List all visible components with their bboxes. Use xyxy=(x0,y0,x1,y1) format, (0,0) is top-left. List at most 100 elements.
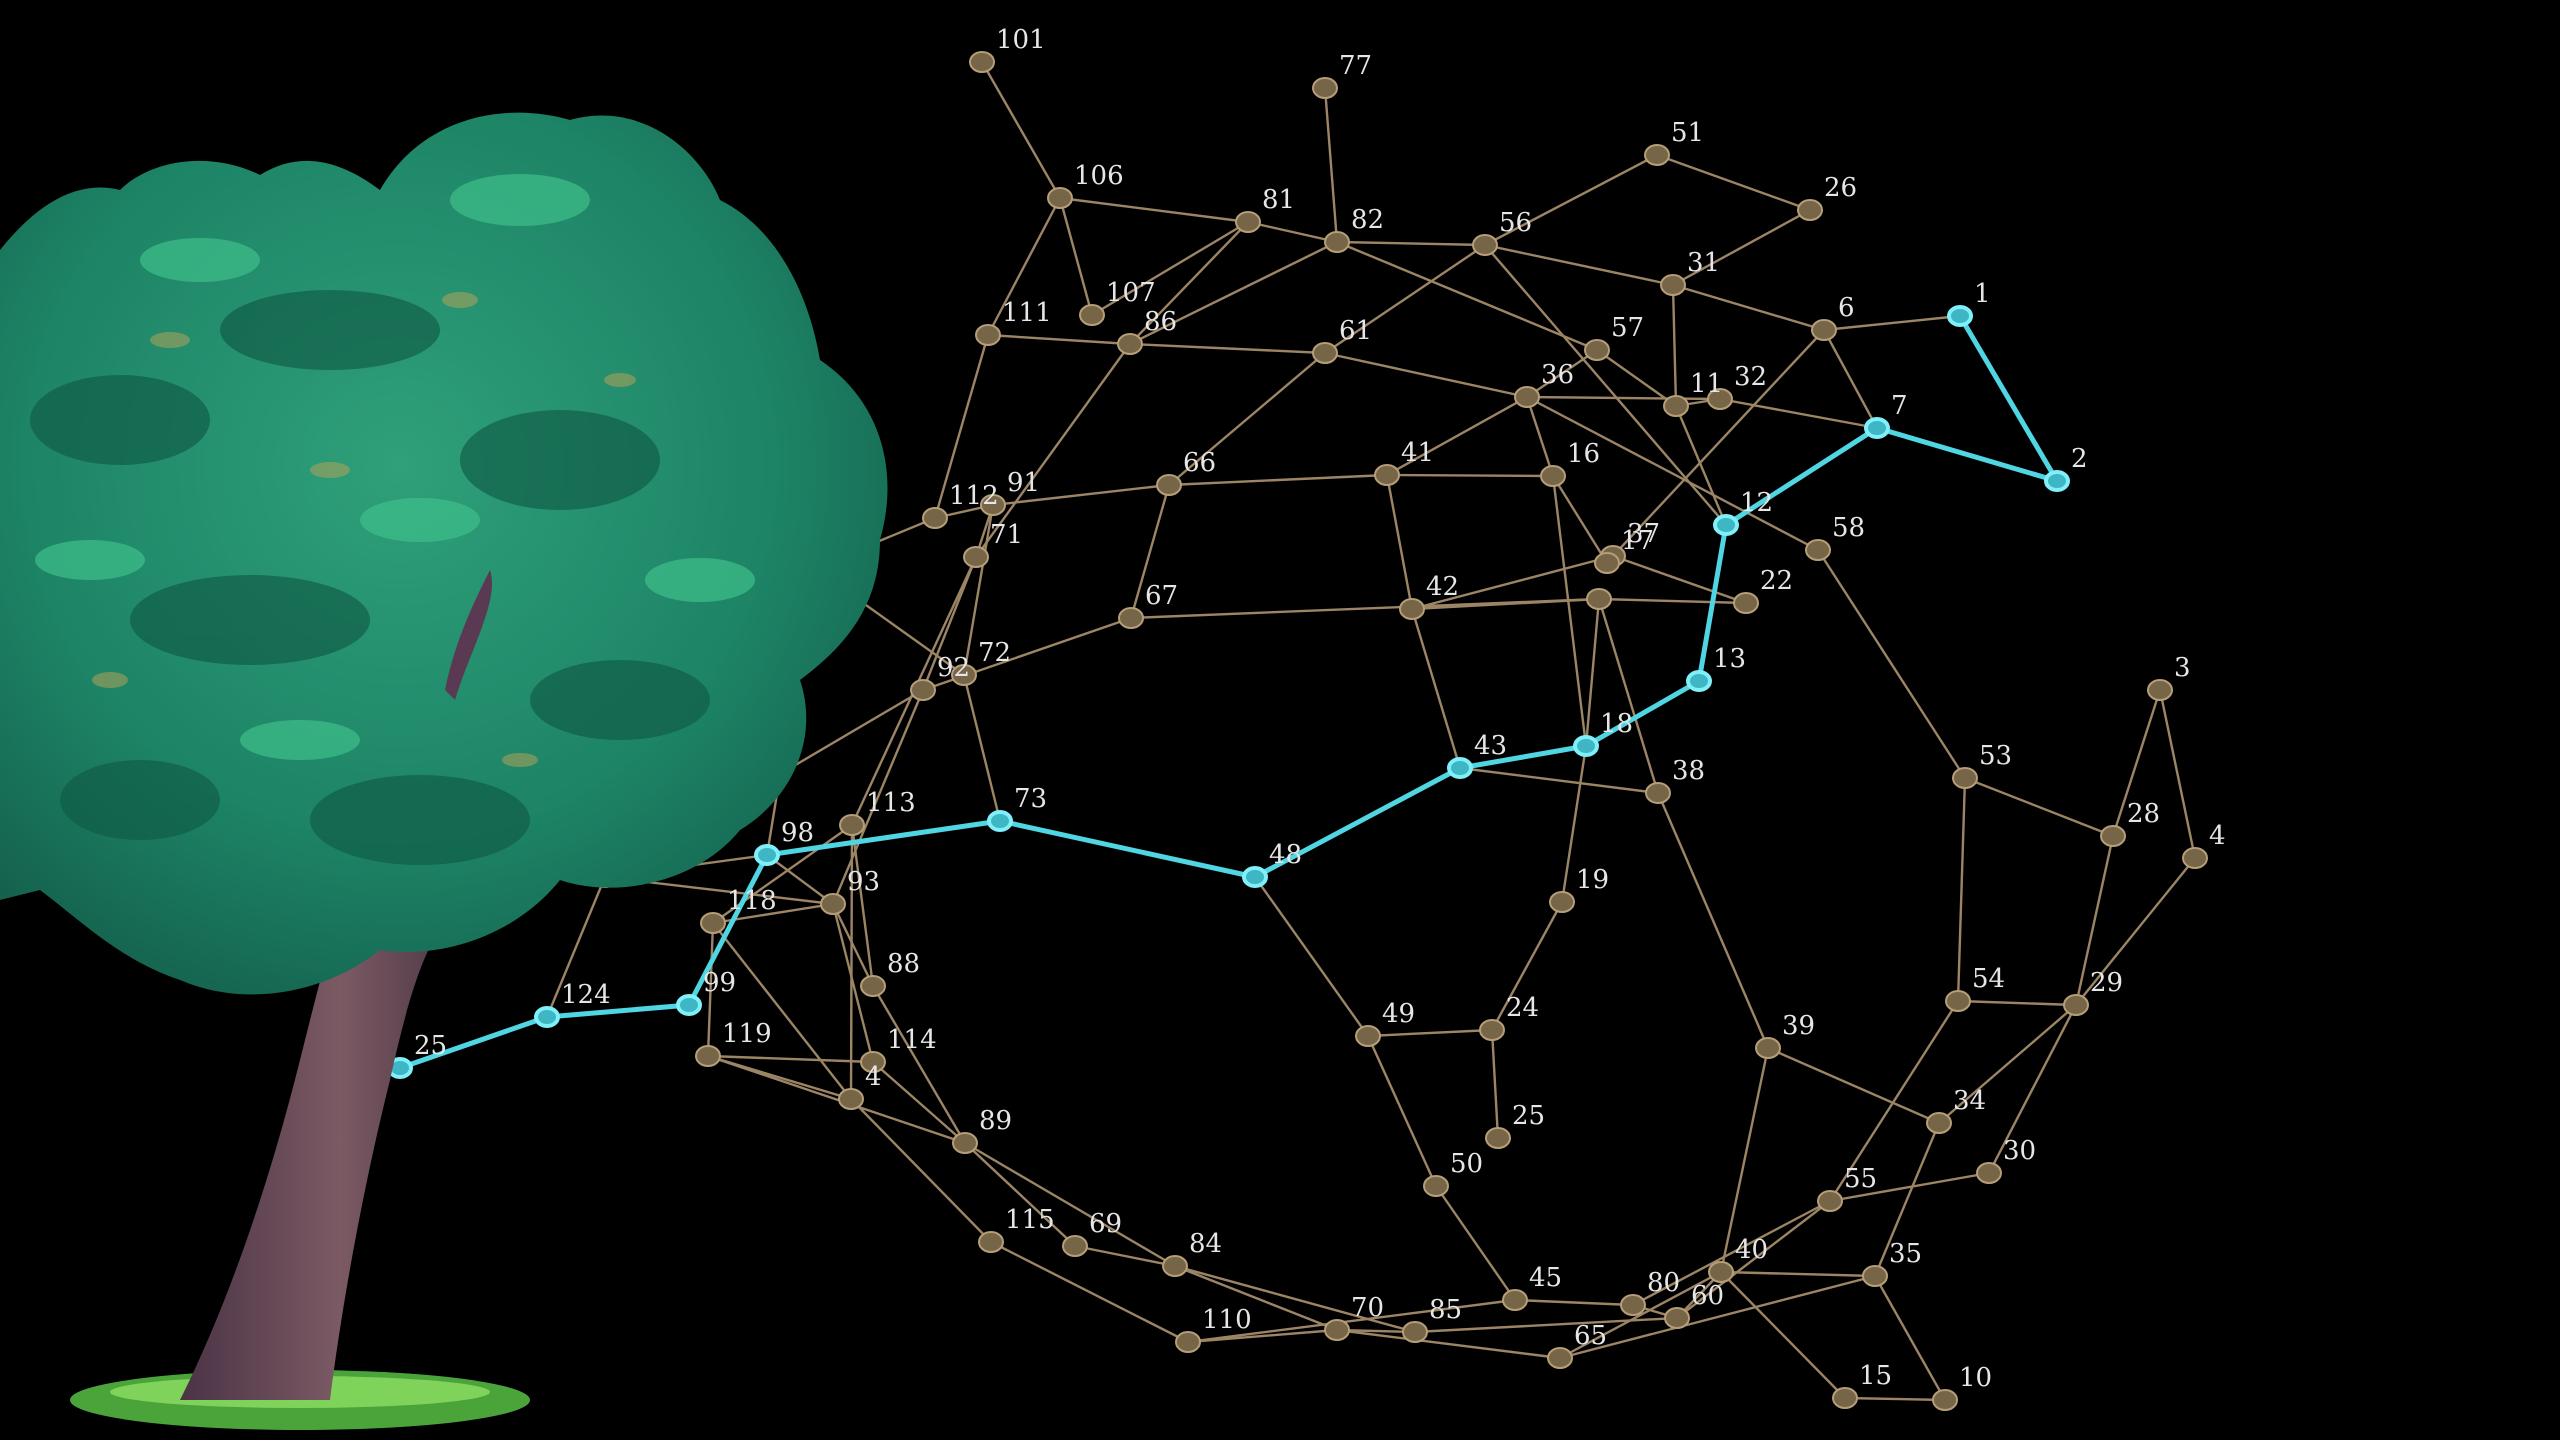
node-32[interactable] xyxy=(1707,388,1733,410)
edge-110-45 xyxy=(1187,1298,1516,1344)
node-71[interactable] xyxy=(963,546,989,568)
node-57[interactable] xyxy=(1584,339,1610,361)
node-49[interactable] xyxy=(1355,1025,1381,1047)
node-69[interactable] xyxy=(1062,1235,1088,1257)
node-54[interactable] xyxy=(1945,990,1971,1012)
node-111[interactable] xyxy=(975,324,1001,346)
node-60[interactable] xyxy=(1664,1307,1690,1329)
node-42[interactable] xyxy=(1399,598,1425,620)
node-99[interactable] xyxy=(676,994,702,1016)
node-40[interactable] xyxy=(1708,1261,1734,1283)
node-119[interactable] xyxy=(695,1045,721,1067)
node-118[interactable] xyxy=(700,912,726,934)
node-13[interactable] xyxy=(1686,670,1712,692)
node-4[interactable] xyxy=(2182,847,2208,869)
edge-41-42 xyxy=(1385,474,1414,610)
node-43[interactable] xyxy=(1447,757,1473,779)
node-82[interactable] xyxy=(1324,231,1350,253)
node-31[interactable] xyxy=(1660,274,1686,296)
node-41[interactable] xyxy=(1374,464,1400,486)
node-36[interactable] xyxy=(1514,386,1540,408)
path-edge-98-99 xyxy=(686,853,770,1007)
node-label-67: 67 xyxy=(1145,581,1178,611)
edge-119-89 xyxy=(707,1054,966,1145)
node-81[interactable] xyxy=(1235,211,1261,233)
node-58[interactable] xyxy=(1805,539,1831,561)
node-113[interactable] xyxy=(839,814,865,836)
node-70[interactable] xyxy=(1324,1319,1350,1341)
node-29[interactable] xyxy=(2063,994,2089,1016)
node-72[interactable] xyxy=(951,664,977,686)
node-80[interactable] xyxy=(1620,1294,1646,1316)
node-7[interactable] xyxy=(1864,417,1890,439)
node-16[interactable] xyxy=(1540,465,1566,487)
node-101[interactable] xyxy=(969,51,995,73)
node-66[interactable] xyxy=(1156,474,1182,496)
node-86[interactable] xyxy=(1117,333,1143,355)
node-92[interactable] xyxy=(910,679,936,701)
node-10[interactable] xyxy=(1932,1389,1958,1411)
node-25[interactable] xyxy=(1485,1127,1511,1149)
node-98[interactable] xyxy=(754,844,780,866)
node-39[interactable] xyxy=(1755,1037,1781,1059)
node-24[interactable] xyxy=(1479,1019,1505,1041)
node-18[interactable] xyxy=(1573,735,1599,757)
node-2[interactable] xyxy=(2044,470,2070,492)
node-107[interactable] xyxy=(1079,304,1105,326)
path-edge-43-48 xyxy=(1253,765,1462,880)
node-15[interactable] xyxy=(1832,1387,1858,1409)
node-73[interactable] xyxy=(987,810,1013,832)
node-112[interactable] xyxy=(922,507,948,529)
node-11[interactable] xyxy=(1663,395,1689,417)
node-22[interactable] xyxy=(1733,592,1759,614)
node-30[interactable] xyxy=(1976,1162,2002,1184)
node-55[interactable] xyxy=(1817,1190,1843,1212)
node-91[interactable] xyxy=(980,494,1006,516)
highlighted-path-layer xyxy=(399,314,2060,1071)
node-114[interactable] xyxy=(860,1051,886,1073)
node-124[interactable] xyxy=(534,1006,560,1028)
node-3[interactable] xyxy=(2147,679,2173,701)
edge-55-30 xyxy=(1829,1171,1990,1203)
node-label-54: 54 xyxy=(1972,964,2005,994)
node-85[interactable] xyxy=(1402,1321,1428,1343)
node-28[interactable] xyxy=(2100,825,2126,847)
node-34[interactable] xyxy=(1926,1112,1952,1134)
node-61[interactable] xyxy=(1312,342,1338,364)
node-45[interactable] xyxy=(1502,1289,1528,1311)
node-50[interactable] xyxy=(1423,1175,1449,1197)
node-x17[interactable] xyxy=(1586,588,1612,610)
node-xb[interactable] xyxy=(838,1088,864,1110)
node-51[interactable] xyxy=(1644,144,1670,166)
node-53[interactable] xyxy=(1952,767,1978,789)
node-35[interactable] xyxy=(1862,1265,1888,1287)
node-56[interactable] xyxy=(1472,234,1498,256)
node-93[interactable] xyxy=(820,893,846,915)
node-19[interactable] xyxy=(1549,891,1575,913)
node-65[interactable] xyxy=(1547,1347,1573,1369)
edge-93-114 xyxy=(831,903,875,1063)
node-89[interactable] xyxy=(952,1132,978,1154)
node-26[interactable] xyxy=(1797,199,1823,221)
node-106[interactable] xyxy=(1047,187,1073,209)
node-77[interactable] xyxy=(1312,77,1338,99)
edge-6-37 xyxy=(1612,329,1825,557)
node-84[interactable] xyxy=(1162,1255,1188,1277)
node-6[interactable] xyxy=(1811,319,1837,341)
path-edge-73-98 xyxy=(766,818,1001,858)
node-67[interactable] xyxy=(1118,607,1144,629)
node-110[interactable] xyxy=(1175,1331,1201,1353)
node-17[interactable] xyxy=(1594,552,1620,574)
node-48[interactable] xyxy=(1242,866,1268,888)
node-38[interactable] xyxy=(1645,782,1671,804)
node-label-17: 17 xyxy=(1621,526,1654,556)
edge-82-86 xyxy=(1129,240,1338,346)
edge-50-45 xyxy=(1435,1185,1516,1301)
node-label-92: 92 xyxy=(937,653,970,683)
node-88[interactable] xyxy=(860,975,886,997)
path-edge-7-12 xyxy=(1724,425,1879,528)
node-label-111: 111 xyxy=(1002,298,1052,328)
node-115[interactable] xyxy=(978,1231,1004,1253)
node-1[interactable] xyxy=(1947,305,1973,327)
node-12[interactable] xyxy=(1713,514,1739,536)
